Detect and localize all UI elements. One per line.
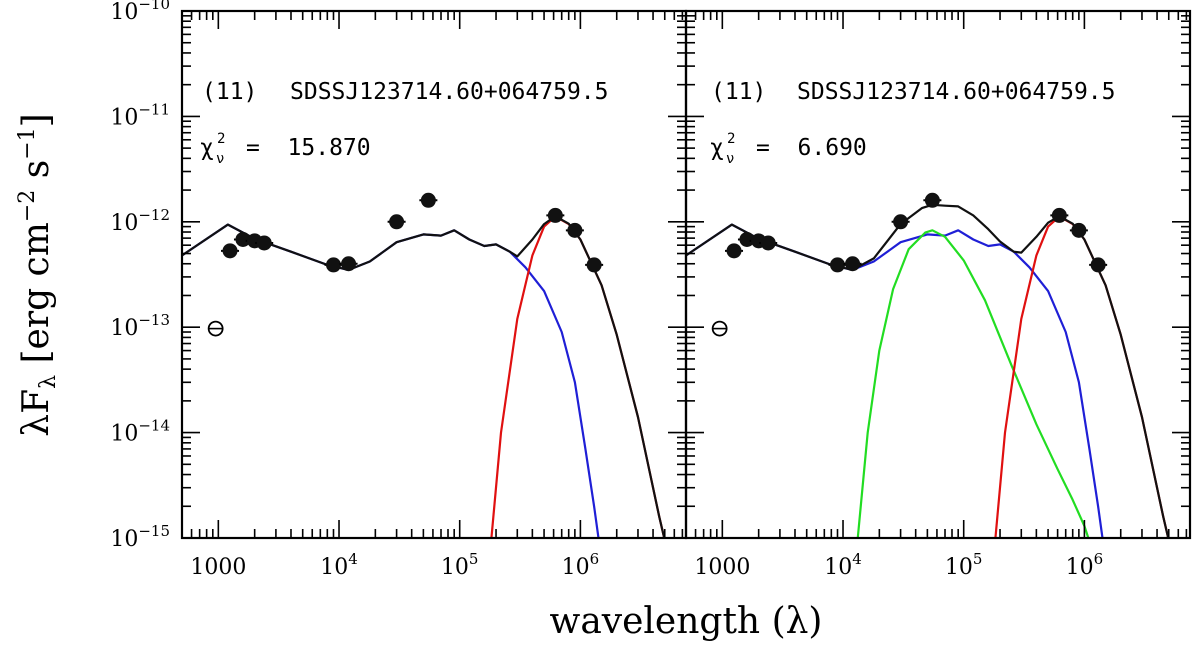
- y-tick-label-3: 10−13: [110, 311, 170, 341]
- right-x-tick-label-3: 106: [1066, 550, 1104, 580]
- y-axis-title-units-mid: s: [16, 160, 57, 190]
- right-green-curve: [856, 229, 1090, 538]
- left-x-tick-label-0: 1000: [190, 555, 246, 580]
- panel-left-label: (11): [202, 79, 257, 105]
- left-data-point-8: [547, 207, 563, 223]
- y-tick-label-1: 10−11: [110, 100, 170, 130]
- right-x-tick-label-1: 104: [824, 550, 862, 580]
- left-x-tick-label-3: 106: [562, 550, 600, 580]
- right-blue-curve: [686, 223, 1104, 538]
- panel-left-chi-sub: ν: [216, 151, 224, 167]
- y-axis-title-units-open: [erg cm: [16, 222, 57, 375]
- x-tick-labels: 1000 104 105 106 1000 104 105 106: [190, 550, 1103, 580]
- right-data-point-3: [760, 235, 776, 251]
- right-x-tick-label-0: 1000: [694, 555, 750, 580]
- right-data-point-6: [893, 214, 909, 230]
- y-axis-title-sup1: −2: [15, 190, 40, 222]
- panel-right-label: (11): [711, 79, 766, 105]
- panel-right: (11) SDSSJ123714.60+064759.5 χ 2 ν = 6.6…: [684, 9, 1192, 540]
- y-axis-title-sub: λ: [36, 375, 61, 389]
- right-x-tick-label-2: 105: [945, 550, 983, 580]
- y-axis-title-sup2: −1: [15, 127, 40, 159]
- y-axis-title-units-close: ]: [16, 113, 57, 127]
- panel-right-chi-symbol: χ: [710, 135, 724, 161]
- left-data-point-4: [325, 257, 341, 273]
- panel-right-chi-value: = 6.690: [756, 135, 867, 161]
- y-tick-label-4: 10−14: [110, 417, 170, 447]
- left-red-curve: [490, 215, 666, 538]
- y-axis-title: λFλ [erg cm−2 s−1]: [15, 113, 61, 436]
- left-data-point-1: [235, 231, 251, 247]
- panel-left-chi-symbol: χ: [200, 135, 214, 161]
- panel-right-frame: [684, 9, 1192, 540]
- left-data-point-6: [389, 214, 405, 230]
- panel-right-chi-sub: ν: [726, 151, 734, 167]
- right-data-point-4: [829, 257, 845, 273]
- left-data-point-9: [567, 222, 583, 238]
- right-data-point-1: [739, 231, 755, 247]
- left-data-point-5: [341, 256, 357, 272]
- left-x-tick-label-2: 105: [441, 550, 479, 580]
- right-data-point-0: [726, 243, 742, 259]
- left-data-point-10: [586, 257, 602, 273]
- panel-left: (11) SDSSJ123714.60+064759.5 χ 2 ν = 15.…: [180, 9, 688, 540]
- right-data-point-7: [924, 192, 940, 208]
- y-tick-labels: 10−10 10−11 10−12 10−13 10−14 10−15: [110, 0, 170, 552]
- panel-right-chi-sup: 2: [727, 131, 735, 147]
- right-data-point-5: [845, 256, 861, 272]
- panel-left-chi-value: = 15.870: [246, 135, 371, 161]
- x-axis-title: wavelength (λ): [550, 601, 823, 642]
- left-data-point-3: [256, 235, 272, 251]
- right-data-point-9: [1071, 222, 1087, 238]
- left-data-point-0: [222, 243, 238, 259]
- y-tick-label-2: 10−12: [110, 206, 170, 236]
- panel-left-chi-sup: 2: [217, 131, 225, 147]
- y-axis-title-prefix: λF: [16, 389, 57, 437]
- panel-right-object-name: SDSSJ123714.60+064759.5: [797, 79, 1116, 105]
- y-tick-label-5: 10−15: [110, 522, 170, 552]
- left-x-tick-label-1: 104: [320, 550, 358, 580]
- left-data-point-7: [420, 192, 436, 208]
- right-data-point-8: [1051, 207, 1067, 223]
- right-data-point-10: [1090, 257, 1106, 273]
- panel-left-object-name: SDSSJ123714.60+064759.5: [290, 79, 609, 105]
- y-tick-label-0: 10−10: [110, 0, 170, 25]
- left-blue-curve: [182, 223, 600, 538]
